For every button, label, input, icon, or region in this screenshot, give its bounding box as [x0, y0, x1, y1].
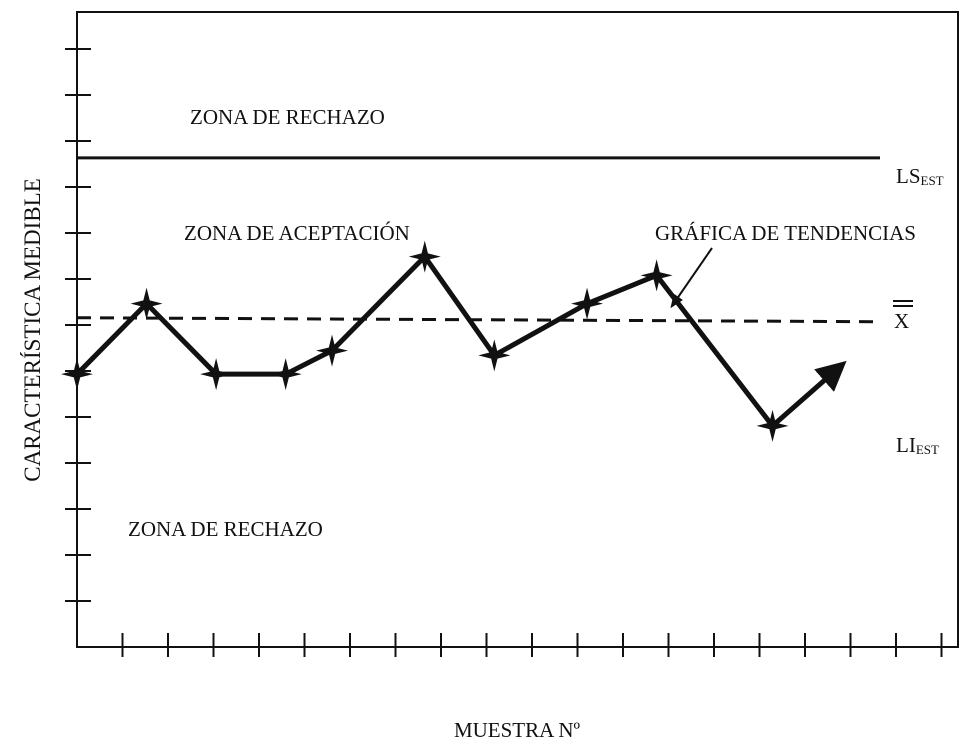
y-axis-ticks — [65, 48, 91, 602]
upper-limit-subscript: EST — [921, 173, 944, 188]
zone-accept-label: ZONA DE ACEPTACIÓN — [184, 221, 410, 245]
data-points — [61, 240, 789, 442]
upper-limit-label: LSEST — [896, 164, 944, 188]
mean-line — [76, 316, 881, 324]
trend-chart-label: GRÁFICA DE TENDENCIAS — [655, 221, 916, 245]
data-point — [408, 240, 441, 273]
x-axis-ticks — [121, 633, 943, 657]
data-point — [269, 358, 302, 391]
mean-label-group: X — [893, 300, 913, 333]
y-axis-title: CARACTERÍSTICA MEDIBLE — [20, 178, 45, 481]
data-point — [640, 259, 673, 292]
x-axis-title: MUESTRA Nº — [454, 718, 581, 742]
data-point — [756, 409, 789, 442]
series-line — [74, 254, 776, 429]
lower-limit-label: LIEST — [896, 433, 939, 457]
data-point — [200, 358, 233, 391]
plot-frame — [76, 11, 959, 648]
mean-label: X — [894, 309, 909, 333]
data-point — [316, 334, 349, 367]
zone-reject-top-label: ZONA DE RECHAZO — [190, 105, 385, 129]
series-end-arrow — [770, 360, 847, 428]
data-point — [61, 358, 93, 391]
zone-reject-bottom-label: ZONA DE RECHAZO — [128, 517, 323, 541]
trend-pointer-arrow — [670, 247, 713, 309]
lower-limit-subscript: EST — [916, 442, 939, 457]
data-point — [571, 287, 604, 320]
data-point — [130, 287, 163, 320]
data-point — [478, 339, 511, 372]
